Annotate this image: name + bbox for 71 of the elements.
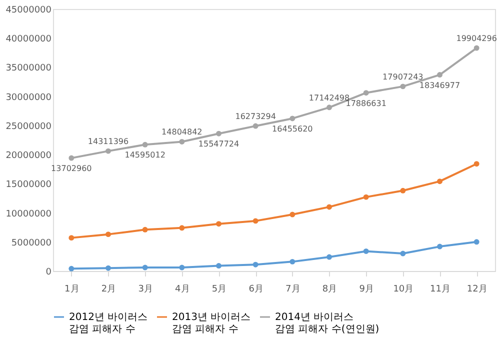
- x-tick-label: 3月: [138, 284, 153, 294]
- point: [400, 84, 406, 90]
- annotation: 14311396: [88, 137, 129, 146]
- x-tick-label: 6月: [248, 284, 264, 294]
- x-tick-label: 1月: [64, 284, 80, 294]
- y-tick-label: 5000000: [11, 238, 52, 248]
- point: [179, 139, 185, 144]
- point: [252, 123, 258, 129]
- point: [106, 148, 111, 154]
- x-tick-label: 8月: [322, 284, 338, 294]
- point: [252, 262, 258, 268]
- point: [400, 188, 406, 194]
- point: [474, 239, 480, 245]
- point: [326, 254, 332, 260]
- point: [68, 266, 74, 272]
- point: [363, 194, 369, 200]
- x-tick-label: 4月: [175, 284, 190, 294]
- y-tick-label: 25000000: [6, 122, 52, 132]
- point: [474, 45, 480, 51]
- x-tick-label: 11月: [430, 284, 450, 294]
- point: [437, 72, 442, 78]
- x-tick-label: 9月: [359, 284, 374, 294]
- point: [326, 204, 332, 210]
- y-tick-label: 30000000: [6, 92, 52, 103]
- annotation: 14804842: [162, 128, 202, 137]
- point: [326, 104, 332, 110]
- x-tick-label: 2月: [101, 284, 116, 294]
- point: [363, 90, 369, 96]
- point: [290, 212, 296, 218]
- point: [437, 178, 442, 184]
- point: [179, 264, 185, 270]
- legend-label: 2013년 바이러스 감염 피해자 수: [172, 312, 251, 335]
- point: [68, 235, 74, 241]
- point: [400, 250, 406, 256]
- point: [142, 226, 148, 232]
- point: [290, 116, 296, 122]
- x-tick-label: 5月: [212, 284, 227, 294]
- point: [142, 264, 148, 270]
- point: [474, 161, 480, 167]
- x-tick-label: 12月: [466, 284, 488, 294]
- point: [179, 225, 185, 231]
- annotation: 16273294: [235, 112, 276, 122]
- y-tick-label: 20000000: [6, 151, 52, 162]
- y-tick-label: 0: [46, 268, 52, 278]
- annotation: 16455620: [272, 124, 313, 134]
- legend-label: 2012년 바이러스 감염 피해자 수: [69, 312, 148, 335]
- legend-label: 2014년 바이러스 감염 피해자 수(연인원): [275, 312, 380, 335]
- point: [106, 265, 111, 271]
- point: [290, 258, 296, 264]
- x-tick-label: 10月: [393, 284, 414, 294]
- y-tick-label: 35000000: [6, 64, 52, 74]
- point: [216, 221, 222, 227]
- x-tick-label: 7月: [286, 284, 300, 294]
- point: [363, 248, 369, 254]
- y-tick-label: 40000000: [6, 34, 52, 45]
- y-tick-label: 45000000: [6, 6, 52, 16]
- point: [252, 218, 258, 224]
- annotation: 18346977: [419, 80, 460, 90]
- y-tick-label: 15000000: [6, 180, 52, 190]
- annotation: 15547724: [198, 140, 240, 149]
- point: [216, 130, 222, 136]
- point: [106, 232, 111, 238]
- annotation: 19904296: [456, 34, 497, 44]
- point: [68, 155, 74, 161]
- point: [142, 142, 148, 148]
- annotation: 14595012: [124, 150, 166, 160]
- annotation: 13702960: [51, 164, 92, 174]
- point: [216, 263, 222, 268]
- annotation: 17907243: [382, 72, 424, 82]
- point: [437, 244, 442, 250]
- y-tick-label: 10000000: [6, 209, 52, 220]
